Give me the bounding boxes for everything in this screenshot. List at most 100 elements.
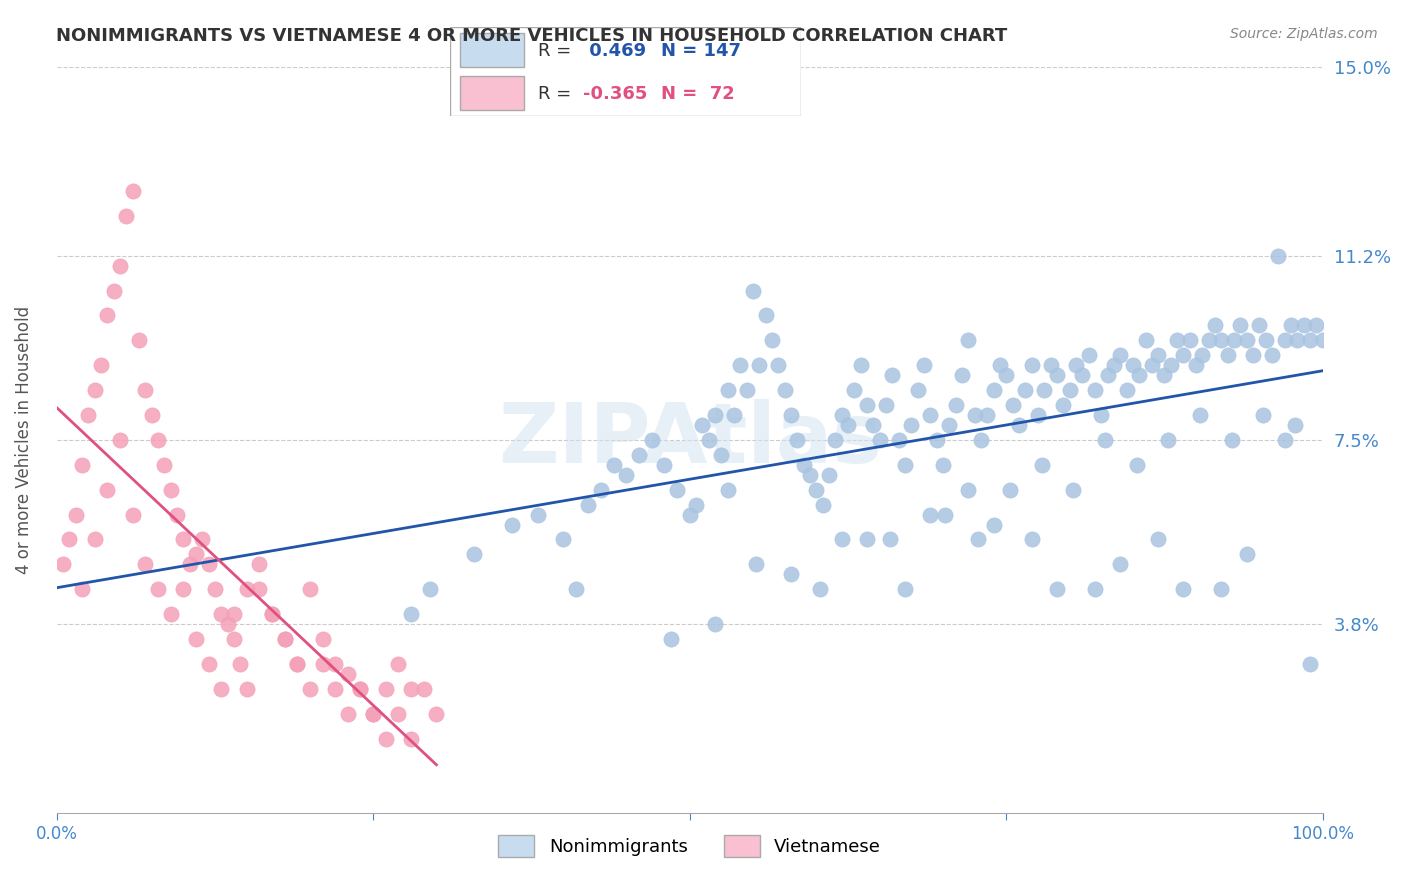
Point	[1274, 334, 1296, 348]
Point	[887, 433, 910, 447]
Point	[1026, 408, 1049, 422]
Point	[1220, 433, 1243, 447]
FancyBboxPatch shape	[461, 76, 524, 110]
Point	[551, 533, 574, 547]
Point	[146, 582, 169, 597]
Point	[336, 666, 359, 681]
Point	[361, 706, 384, 721]
Point	[717, 383, 740, 397]
Point	[96, 483, 118, 497]
Point	[1166, 334, 1188, 348]
Point	[172, 533, 194, 547]
Point	[121, 184, 143, 198]
Point	[387, 657, 409, 671]
Point	[957, 483, 980, 497]
Point	[983, 517, 1005, 532]
Point	[235, 582, 257, 597]
Point	[1033, 383, 1056, 397]
Point	[141, 408, 163, 422]
Point	[1188, 408, 1211, 422]
Point	[77, 408, 100, 422]
Point	[273, 632, 295, 646]
Point	[1102, 358, 1125, 372]
Point	[844, 383, 866, 397]
Point	[1299, 334, 1322, 348]
Point	[412, 681, 434, 696]
Text: -0.365: -0.365	[583, 85, 648, 103]
Point	[1115, 383, 1137, 397]
Point	[229, 657, 252, 671]
Point	[501, 517, 523, 532]
Point	[995, 368, 1018, 383]
Point	[1084, 383, 1107, 397]
Point	[159, 483, 181, 497]
Point	[957, 334, 980, 348]
Point	[799, 467, 821, 482]
Point	[1097, 368, 1119, 383]
Point	[894, 458, 917, 472]
Point	[374, 681, 396, 696]
Point	[1267, 249, 1289, 263]
Point	[349, 681, 371, 696]
Point	[659, 632, 682, 646]
Point	[311, 657, 333, 671]
Point	[589, 483, 612, 497]
Point	[179, 558, 201, 572]
Point	[1109, 558, 1132, 572]
Point	[988, 358, 1011, 372]
Point	[1046, 368, 1069, 383]
Point	[1249, 318, 1271, 333]
Point	[1211, 334, 1233, 348]
Point	[374, 731, 396, 746]
Point	[209, 607, 232, 621]
Point	[856, 533, 879, 547]
Text: R =: R =	[538, 85, 571, 103]
Point	[786, 433, 808, 447]
Point	[748, 358, 770, 372]
Point	[1153, 368, 1175, 383]
Point	[1236, 548, 1258, 562]
Point	[425, 706, 447, 721]
Text: Source: ZipAtlas.com: Source: ZipAtlas.com	[1230, 27, 1378, 41]
Point	[1084, 582, 1107, 597]
Point	[576, 498, 599, 512]
Point	[1062, 483, 1084, 497]
Point	[260, 607, 283, 621]
Text: N = 147: N = 147	[661, 42, 741, 60]
Point	[361, 706, 384, 721]
Point	[1140, 358, 1163, 372]
Point	[1064, 358, 1087, 372]
Point	[273, 632, 295, 646]
Point	[191, 533, 214, 547]
Point	[879, 533, 901, 547]
Point	[1216, 348, 1239, 362]
Point	[869, 433, 891, 447]
Text: R =: R =	[538, 42, 571, 60]
Text: N =  72: N = 72	[661, 85, 734, 103]
Point	[970, 433, 993, 447]
Point	[723, 408, 745, 422]
Point	[710, 448, 733, 462]
Point	[217, 617, 239, 632]
Point	[108, 259, 131, 273]
Point	[260, 607, 283, 621]
Point	[1223, 334, 1246, 348]
Point	[808, 582, 831, 597]
Point	[1251, 408, 1274, 422]
Point	[976, 408, 998, 422]
Point	[628, 448, 651, 462]
Point	[1261, 348, 1284, 362]
Point	[1229, 318, 1251, 333]
Point	[1090, 408, 1112, 422]
Point	[134, 558, 156, 572]
Point	[967, 533, 990, 547]
Point	[602, 458, 624, 472]
Point	[1021, 533, 1043, 547]
Point	[204, 582, 226, 597]
Point	[1128, 368, 1150, 383]
Point	[463, 548, 485, 562]
Point	[1299, 657, 1322, 671]
Point	[526, 508, 548, 522]
Point	[1312, 334, 1334, 348]
Point	[945, 398, 967, 412]
